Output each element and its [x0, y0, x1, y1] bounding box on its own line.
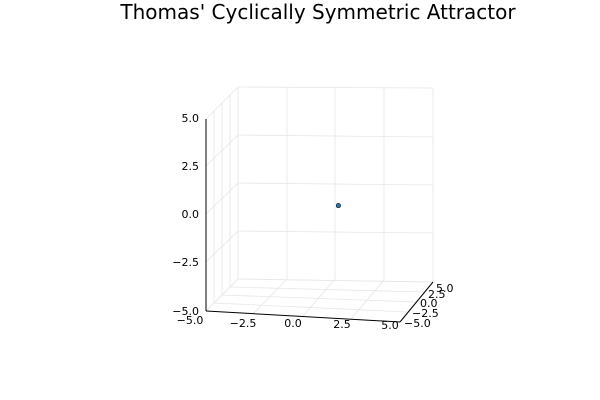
- z-tick-label: 2.5: [182, 160, 200, 173]
- x-tick-label: 0.0: [284, 317, 302, 330]
- back-grid-h1: [237, 86, 434, 89]
- x-tick-label: 5.0: [381, 319, 399, 332]
- y-ticks: −5.0 −2.5 0.0 2.5 5.0: [404, 282, 454, 330]
- x-ticks: −5.0 −2.5 0.0 2.5 5.0: [177, 314, 399, 332]
- z-tick-label: −5.0: [172, 305, 199, 318]
- back-grid-h3: [237, 182, 434, 186]
- back-grid-h2: [237, 134, 434, 138]
- data-point: [335, 203, 341, 209]
- y-tick-label: −2.5: [412, 307, 439, 320]
- floor-grid-a2: [253, 278, 288, 314]
- back-grid-h4: [237, 230, 434, 234]
- x-tick-label: −2.5: [230, 317, 257, 330]
- y-tick-label: 5.0: [436, 282, 454, 295]
- y-tick-label: −5.0: [404, 317, 431, 330]
- x-tick-label: 2.5: [333, 318, 351, 331]
- y-axis-line: [399, 281, 434, 323]
- floor-grid-b5: [237, 278, 434, 283]
- y-tick-label: 2.5: [428, 288, 446, 301]
- floor-grid-a4: [350, 279, 385, 320]
- chart-title: Thomas' Cyclically Symmetric Attractor: [119, 0, 516, 24]
- floor-grid-b2: [213, 302, 409, 313]
- z-tick-label: 0.0: [182, 208, 200, 221]
- side-plane-grid: [205, 86, 239, 312]
- data-points: [335, 203, 341, 209]
- floor-grid: [205, 278, 434, 323]
- z-tick-label: −2.5: [172, 256, 199, 269]
- z-ticks: 5.0 2.5 0.0 −2.5 −5.0: [172, 112, 199, 318]
- y-tick-label: 0.0: [420, 297, 438, 310]
- floor-grid-b3: [221, 294, 417, 303]
- back-plane-grid: [237, 86, 434, 283]
- z-tick-label: 5.0: [182, 112, 200, 125]
- x-axis-line: [205, 310, 401, 323]
- floor-grid-a3: [302, 278, 336, 317]
- x-tick-label: −5.0: [177, 314, 204, 327]
- floor-grid-b4: [229, 286, 425, 293]
